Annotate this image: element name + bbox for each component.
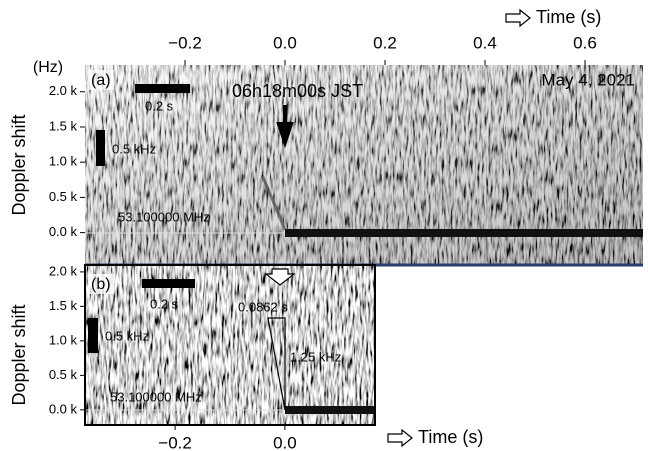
- carrier-echo: [285, 406, 375, 414]
- panel-label: (b): [91, 276, 111, 293]
- event-time: 06h18m00s JST: [232, 81, 363, 101]
- time-scale-bar: [135, 84, 190, 93]
- drift-label: 1.25 kHz: [290, 349, 341, 364]
- duration-label: 0.0862 s: [238, 299, 288, 314]
- event-arrow: [276, 105, 294, 149]
- freq-scale-label: 0.5 kHz: [112, 141, 156, 156]
- time-arrow: [387, 428, 413, 448]
- carrier-echo: [285, 229, 643, 237]
- noise: [85, 266, 375, 425]
- y-axis-label: Doppler shift: [9, 114, 29, 215]
- y-tick-label: 0.0 k: [49, 401, 78, 416]
- panel-label: (a): [91, 72, 111, 89]
- y-unit: (Hz): [33, 59, 63, 76]
- time-scale-label: 0.2 s: [150, 296, 179, 311]
- y-axis-label: Doppler shift: [9, 304, 29, 405]
- panel-frame: [84, 264, 376, 426]
- x-tick-label: 0.0: [273, 33, 297, 52]
- y-tick-label: 1.5 k: [49, 118, 78, 133]
- date: May 4, 2021: [541, 70, 635, 89]
- freq-scale-bar: [88, 318, 98, 353]
- x-axis-label: Time (s): [536, 7, 601, 27]
- carrier-label: 53.100000 MHz: [118, 209, 210, 224]
- y-tick-label: 1.0 k: [49, 154, 78, 169]
- label-bg: [88, 274, 114, 294]
- y-tick-label: 0.0 k: [49, 224, 78, 239]
- time-arrow: [505, 8, 531, 28]
- meteor-trace: [260, 174, 287, 231]
- freq-scale-label: 0.5 kHz: [105, 328, 149, 343]
- x-tick-label: 0.2: [373, 33, 397, 52]
- freq-scale-bar: [96, 130, 105, 166]
- y-tick-label: 1.5 k: [49, 298, 78, 313]
- x-axis-label: Time (s): [418, 427, 483, 447]
- event-arrow: [264, 268, 296, 286]
- spectrogram-a: [85, 65, 643, 267]
- y-tick-label: 1.0 k: [49, 332, 78, 347]
- drift-triangle: [267, 317, 286, 411]
- spectrogram-b: [84, 264, 376, 426]
- label-bg: [88, 70, 114, 90]
- time-scale-bar: [142, 279, 195, 288]
- y-tick-label: 2.0 k: [49, 83, 78, 98]
- x-tick-label: −0.2: [168, 33, 202, 52]
- carrier-label: 53.100000 MHz: [110, 389, 202, 404]
- x-tick-label: 0.6: [573, 33, 597, 52]
- x-tick-label: 0.0: [273, 433, 297, 451]
- x-tick-label: 0.4: [473, 33, 497, 52]
- y-tick-label: 0.5 k: [49, 189, 78, 204]
- y-tick-label: 2.0 k: [49, 263, 78, 278]
- time-scale-label: 0.2 s: [145, 98, 174, 113]
- y-tick-label: 0.5 k: [49, 367, 78, 382]
- x-tick-label: −0.2: [158, 433, 192, 451]
